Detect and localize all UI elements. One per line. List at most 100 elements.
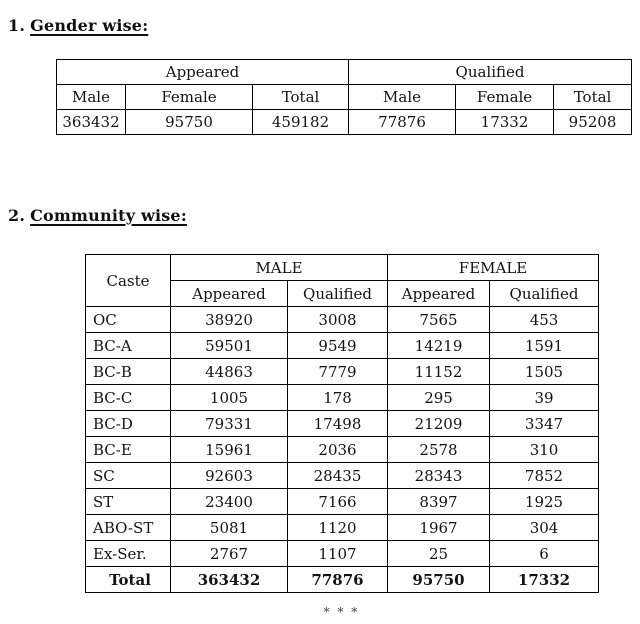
table-row: ST 23400 7166 8397 1925 bbox=[85, 488, 600, 515]
total-value-cell: 363432 bbox=[170, 566, 288, 593]
value-qualified-total: 95208 bbox=[553, 109, 633, 135]
total-value-cell: 17332 bbox=[489, 566, 600, 593]
total-value-cell: 77876 bbox=[286, 566, 389, 593]
section-2-heading: 2. Community wise: bbox=[8, 206, 187, 225]
value-cell: 2767 bbox=[170, 540, 288, 567]
gender-group-header-row: Appeared Qualified bbox=[55, 59, 633, 85]
col-header-appeared-male: Male bbox=[56, 84, 126, 110]
table-row: BC-E 15961 2036 2578 310 bbox=[85, 436, 600, 463]
value-cell: 178 bbox=[286, 384, 389, 411]
section-2-title: Community wise: bbox=[30, 206, 187, 225]
caste-cell: ST bbox=[85, 488, 171, 515]
community-group-header-row: Caste MALE FEMALE bbox=[85, 254, 600, 307]
caste-cell: SC bbox=[85, 462, 171, 489]
value-cell: 11152 bbox=[387, 358, 491, 385]
value-cell: 59501 bbox=[170, 332, 288, 359]
value-cell: 7565 bbox=[387, 306, 491, 333]
section-1-heading: 1. Gender wise: bbox=[8, 16, 148, 35]
gender-table: Appeared Qualified Male Female Total Mal… bbox=[55, 59, 633, 135]
value-appeared-male: 363432 bbox=[56, 109, 126, 135]
value-cell: 44863 bbox=[170, 358, 288, 385]
value-cell: 1120 bbox=[286, 514, 389, 541]
col-header-female-appeared: Appeared bbox=[387, 280, 491, 307]
value-cell: 39 bbox=[489, 384, 600, 411]
group-header-appeared: Appeared bbox=[55, 59, 350, 85]
value-cell: 310 bbox=[489, 436, 600, 463]
col-header-female-qualified: Qualified bbox=[489, 280, 600, 307]
value-qualified-male: 77876 bbox=[348, 109, 457, 135]
caste-cell: BC-C bbox=[85, 384, 171, 411]
value-cell: 38920 bbox=[170, 306, 288, 333]
col-header-male-appeared: Appeared bbox=[170, 280, 288, 307]
value-appeared-female: 95750 bbox=[125, 109, 253, 135]
value-cell: 6 bbox=[489, 540, 600, 567]
caste-cell: BC-B bbox=[85, 358, 171, 385]
table-row: BC-B 44863 7779 11152 1505 bbox=[85, 358, 600, 385]
value-cell: 1005 bbox=[170, 384, 288, 411]
gender-values-row: 363432 95750 459182 77876 17332 95208 bbox=[56, 109, 633, 135]
value-qualified-female: 17332 bbox=[455, 109, 555, 135]
value-cell: 28435 bbox=[286, 462, 389, 489]
caste-cell: Ex-Ser. bbox=[85, 540, 171, 567]
value-cell: 23400 bbox=[170, 488, 288, 515]
table-row: BC-C 1005 178 295 39 bbox=[85, 384, 600, 411]
value-cell: 1107 bbox=[286, 540, 389, 567]
value-cell: 92603 bbox=[170, 462, 288, 489]
value-cell: 2578 bbox=[387, 436, 491, 463]
value-cell: 14219 bbox=[387, 332, 491, 359]
caste-cell: BC-A bbox=[85, 332, 171, 359]
col-header-appeared-female: Female bbox=[125, 84, 253, 110]
community-sub-header-row: Appeared Qualified Appeared Qualified bbox=[86, 280, 600, 307]
value-cell: 8397 bbox=[387, 488, 491, 515]
value-cell: 453 bbox=[489, 306, 600, 333]
section-1-title: Gender wise: bbox=[30, 16, 149, 35]
caste-cell: OC bbox=[85, 306, 171, 333]
value-cell: 3347 bbox=[489, 410, 600, 437]
gender-sub-header-row: Male Female Total Male Female Total bbox=[56, 84, 633, 110]
value-cell: 7852 bbox=[489, 462, 600, 489]
footer-stars: * * * bbox=[323, 605, 360, 619]
value-appeared-total: 459182 bbox=[251, 109, 350, 135]
value-cell: 28343 bbox=[387, 462, 491, 489]
value-cell: 7166 bbox=[286, 488, 389, 515]
caste-cell: BC-E bbox=[85, 436, 171, 463]
section-1-number: 1. bbox=[8, 16, 26, 35]
table-row: SC 92603 28435 28343 7852 bbox=[85, 462, 600, 489]
caste-cell: ABO-ST bbox=[85, 514, 171, 541]
table-row: BC-D 79331 17498 21209 3347 bbox=[85, 410, 600, 437]
table-row: ABO-ST 5081 1120 1967 304 bbox=[85, 514, 600, 541]
col-header-male-qualified: Qualified bbox=[286, 280, 389, 307]
group-header-qualified: Qualified bbox=[348, 59, 633, 85]
community-table: Caste MALE FEMALE Appeared Qualified App… bbox=[85, 254, 600, 593]
group-header-male: MALE bbox=[169, 254, 389, 281]
value-cell: 9549 bbox=[286, 332, 389, 359]
value-cell: 3008 bbox=[286, 306, 389, 333]
value-cell: 7779 bbox=[286, 358, 389, 385]
value-cell: 1925 bbox=[489, 488, 600, 515]
value-cell: 17498 bbox=[286, 410, 389, 437]
col-header-appeared-total: Total bbox=[251, 84, 350, 110]
value-cell: 21209 bbox=[387, 410, 491, 437]
col-header-qualified-female: Female bbox=[455, 84, 555, 110]
total-label-cell: Total bbox=[85, 566, 171, 593]
value-cell: 25 bbox=[387, 540, 491, 567]
value-cell: 2036 bbox=[286, 436, 389, 463]
table-row: Ex-Ser. 2767 1107 25 6 bbox=[85, 540, 600, 567]
value-cell: 304 bbox=[489, 514, 600, 541]
caste-cell: BC-D bbox=[85, 410, 171, 437]
col-header-qualified-male: Male bbox=[348, 84, 457, 110]
value-cell: 1967 bbox=[387, 514, 491, 541]
table-row: BC-A 59501 9549 14219 1591 bbox=[85, 332, 600, 359]
value-cell: 1505 bbox=[489, 358, 600, 385]
group-header-female: FEMALE bbox=[387, 254, 600, 281]
total-row: Total 363432 77876 95750 17332 bbox=[85, 566, 600, 593]
table-row: OC 38920 3008 7565 453 bbox=[85, 306, 600, 333]
value-cell: 79331 bbox=[170, 410, 288, 437]
value-cell: 15961 bbox=[170, 436, 288, 463]
total-value-cell: 95750 bbox=[387, 566, 491, 593]
value-cell: 1591 bbox=[489, 332, 600, 359]
col-header-caste: Caste bbox=[85, 254, 171, 307]
value-cell: 295 bbox=[387, 384, 491, 411]
section-2-number: 2. bbox=[8, 206, 26, 225]
